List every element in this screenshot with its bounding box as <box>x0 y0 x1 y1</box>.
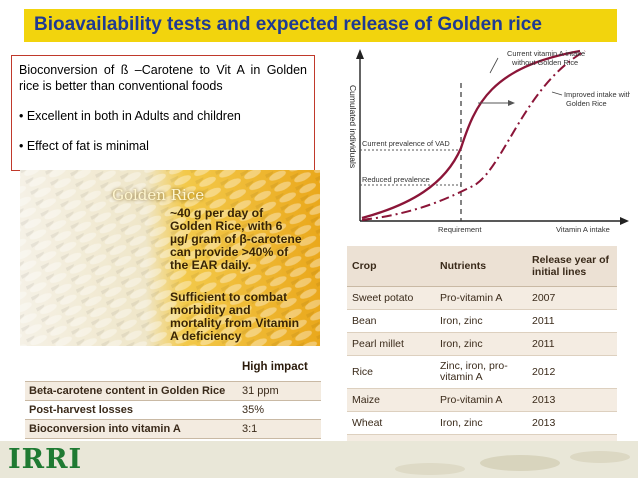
summary-box: Bioconversion of ß –Carotene to Vit A in… <box>11 55 315 171</box>
crop-cell: Wheat <box>347 411 435 435</box>
pointer-current <box>489 57 499 74</box>
impact-cell-label: Post-harvest losses <box>25 400 238 420</box>
rice-text-1-line: ~40 g per day of <box>170 206 264 220</box>
rice-text-1-line: can provide >40% of <box>170 245 289 259</box>
improved-intake-curve <box>361 50 586 221</box>
footer-decoration <box>395 451 630 475</box>
table-row: Sweet potato Pro-vitamin A 2007 <box>347 286 617 310</box>
current-intake-curve <box>361 49 581 220</box>
table-header-row: Crop Nutrients Release year of initial l… <box>347 246 617 287</box>
impact-cell-label: Beta-carotene content in Golden Rice <box>25 381 238 401</box>
label-improved-1: Improved intake with <box>564 90 630 99</box>
year-cell: 2013 <box>527 388 617 412</box>
crop-cell: Bean <box>347 309 435 333</box>
impact-header-cell: High impact <box>238 352 321 382</box>
nutrients-cell: Iron, zinc <box>435 332 527 356</box>
nutrients-cell: Zinc, iron, pro-vitamin A <box>435 355 527 389</box>
impact-table: High impact Beta-carotene content in Gol… <box>25 352 321 439</box>
crop-cell: Pearl millet <box>347 332 435 356</box>
crop-release-table: Crop Nutrients Release year of initial l… <box>347 246 617 458</box>
impact-cell-label: Bioconversion into vitamin A <box>25 419 238 439</box>
table-row: Maize Pro-vitamin A 2013 <box>347 388 617 412</box>
table-row: Pearl millet Iron, zinc 2011 <box>347 332 617 356</box>
irri-logo: IRRI <box>8 444 83 475</box>
nutrients-cell: Pro-vitamin A <box>435 388 527 412</box>
golden-rice-logo: Golden Rice <box>112 186 205 204</box>
nutrients-cell: Iron, zinc <box>435 411 527 435</box>
crop-cell: Maize <box>347 388 435 412</box>
golden-rice-photo: Golden Rice ~40 g per day of Golden Rice… <box>20 170 320 346</box>
label-current-vad: Current prevalence of VAD <box>362 139 450 148</box>
year-cell: 2007 <box>527 286 617 310</box>
rice-text-1-line: µg/ gram of β-carotene <box>170 232 302 246</box>
summary-bullet-1: • Excellent in both in Adults and childr… <box>19 109 241 123</box>
y-axis-label: Cumulated individuals <box>348 85 358 168</box>
table-row: Bioconversion into vitamin A 3:1 <box>25 419 321 439</box>
nutrients-cell: Pro-vitamin A <box>435 286 527 310</box>
year-cell: 2013 <box>527 411 617 435</box>
label-current-intake-2: without Golden Rice <box>511 58 578 67</box>
summary-bullet-2: • Effect of fat is minimal <box>19 139 149 153</box>
x-label-requirement: Requirement <box>438 225 482 234</box>
table-row: Bean Iron, zinc 2011 <box>347 309 617 333</box>
label-current-intake-1: Current vitamin A intake <box>507 49 585 58</box>
nutrients-cell: Iron, zinc <box>435 309 527 333</box>
rice-text-2-line: morbidity and <box>170 303 251 317</box>
table-row: Post-harvest losses 35% <box>25 400 321 420</box>
rice-text-2-line: Sufficient to combat <box>170 290 288 304</box>
title-bar: Bioavailability tests and expected relea… <box>24 9 617 42</box>
table-row: Beta-carotene content in Golden Rice 31 … <box>25 381 321 401</box>
rice-text-2-line: A deficiency <box>170 329 242 343</box>
impact-cell-value: 31 ppm <box>238 381 321 401</box>
table-row: Wheat Iron, zinc 2013 <box>347 411 617 435</box>
slide-title: Bioavailability tests and expected relea… <box>34 14 542 35</box>
vitamin-a-intake-diagram: Cumulated individuals Current vitamin A … <box>348 49 630 234</box>
table-row: High impact <box>25 352 321 382</box>
nutrients-header: Nutrients <box>435 246 527 287</box>
x-axis-label: Vitamin A intake <box>556 225 610 234</box>
impact-cell-value: 35% <box>238 400 321 420</box>
impact-header-cell <box>25 352 238 382</box>
release-year-header: Release year of initial lines <box>527 246 617 287</box>
summary-intro: Bioconversion of ß –Carotene to Vit A in… <box>19 63 307 93</box>
year-cell: 2011 <box>527 309 617 333</box>
impact-cell-value: 3:1 <box>238 419 321 439</box>
label-reduced-prevalence: Reduced prevalence <box>362 175 430 184</box>
pointer-improved <box>551 91 563 96</box>
shift-arrow-head <box>508 100 515 106</box>
table-row: Rice Zinc, iron, pro-vitamin A 2012 <box>347 355 617 389</box>
rice-text-2-line: mortality from Vitamin <box>170 316 300 330</box>
label-improved-2: Golden Rice <box>566 99 607 108</box>
x-axis-arrow <box>620 217 629 225</box>
rice-text-1-line: Golden Rice, with 6 <box>170 219 283 233</box>
y-axis-arrow <box>356 49 364 59</box>
rice-grains-image <box>20 170 320 346</box>
year-cell: 2011 <box>527 332 617 356</box>
rice-text-1: ~40 g per day of Golden Rice, with 6 µg/… <box>170 207 302 272</box>
footer-bar: IRRI <box>0 441 638 478</box>
rice-text-2: Sufficient to combat morbidity and morta… <box>170 291 299 343</box>
rice-text-1-line: the EAR daily. <box>170 258 252 272</box>
year-cell: 2012 <box>527 355 617 389</box>
crop-cell: Rice <box>347 355 435 389</box>
crop-cell: Sweet potato <box>347 286 435 310</box>
crop-header: Crop <box>347 246 435 287</box>
